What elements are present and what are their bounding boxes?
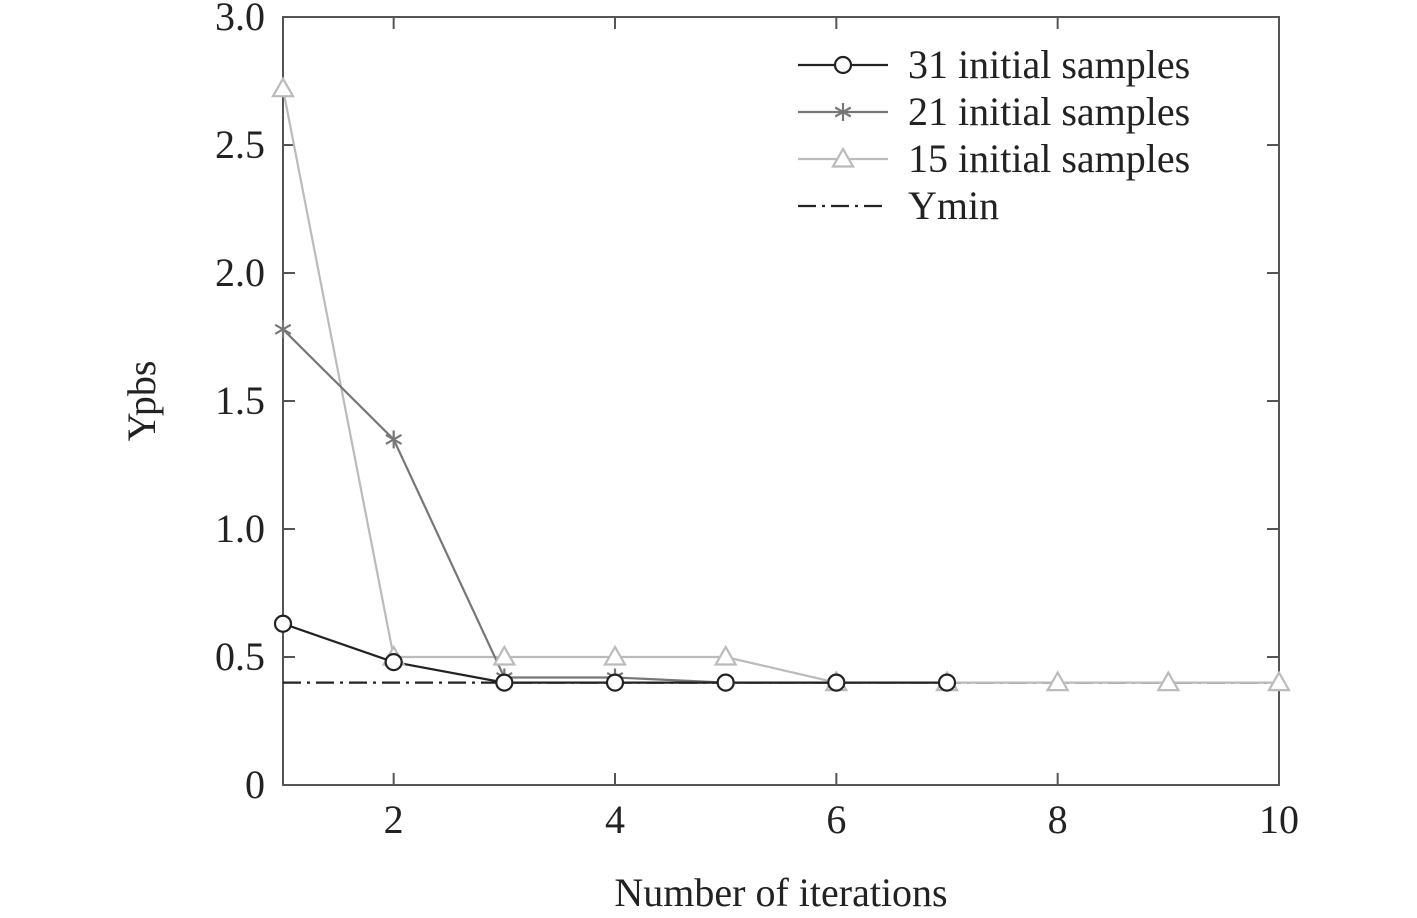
data-point-marker xyxy=(603,644,627,666)
data-point-marker xyxy=(1267,670,1291,692)
data-point-marker xyxy=(384,653,403,672)
x-tick-label: 4 xyxy=(605,797,625,842)
ticks-layer: 2 4 6 8 10 0 0.5 1.0 1.5 2.0 2.5 3.0 xyxy=(215,0,1299,842)
y-tick-label: 1.0 xyxy=(215,506,265,551)
data-point-marker xyxy=(273,614,293,633)
y-tick-label: 1.5 xyxy=(215,378,265,423)
series-line xyxy=(281,88,1279,684)
data-point-marker xyxy=(495,673,514,692)
y-axis-title: Ypbs xyxy=(119,361,164,442)
data-point-marker xyxy=(1045,670,1070,692)
x-tick-label: 8 xyxy=(1048,797,1068,842)
x-tick-label: 2 xyxy=(384,797,404,842)
legend-label: Ymin xyxy=(908,183,999,228)
series-line xyxy=(282,328,837,684)
legend-label: 31 initial samples xyxy=(908,42,1190,87)
data-point-marker xyxy=(716,673,735,692)
y-tick-label: 2.5 xyxy=(215,122,265,167)
data-point-marker xyxy=(713,644,738,666)
data-point-marker xyxy=(1156,670,1181,692)
legend-label: 21 initial samples xyxy=(908,89,1190,134)
y-tick-label: 0 xyxy=(245,762,265,807)
series-layer xyxy=(271,76,1291,692)
data-point-marker xyxy=(937,673,957,692)
data-point-marker xyxy=(492,644,517,666)
data-point-marker xyxy=(274,320,292,339)
legend-marker xyxy=(834,103,852,121)
legend-marker xyxy=(831,146,855,168)
x-tick-label: 6 xyxy=(826,797,846,842)
legend-marker xyxy=(833,55,853,75)
data-point-marker xyxy=(271,76,295,98)
y-tick-label: 3.0 xyxy=(215,0,265,39)
data-point-marker xyxy=(605,673,625,692)
data-point-marker xyxy=(385,430,403,449)
legend-label: 15 initial samples xyxy=(908,136,1190,181)
y-tick-label: 0.5 xyxy=(215,634,265,679)
y-tick-label: 2.0 xyxy=(215,250,265,295)
data-point-marker xyxy=(827,673,846,692)
x-tick-label: 10 xyxy=(1259,797,1299,842)
x-axis-title: Number of iterations xyxy=(614,870,947,915)
